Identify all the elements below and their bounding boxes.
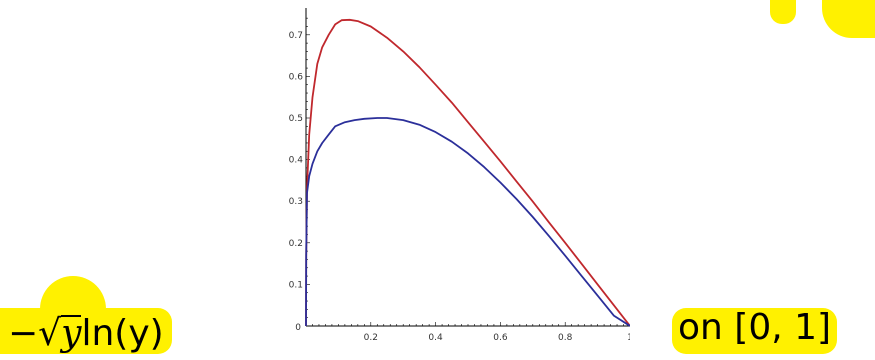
ticks: 0.2 0.4 0.6 0.8 1 0.1 0.2 0.3 0.4 0.5 0.6 0.7 0 (289, 17, 633, 343)
x-tick-label: 0.4 (428, 333, 443, 343)
y-tick-label: 0.6 (289, 72, 304, 82)
series-line-2 (305, 117, 631, 327)
y-tick-label: 0.7 (289, 31, 303, 41)
series-line-1 (305, 18, 631, 327)
formula-log: ln(y) (81, 313, 164, 354)
y-tick-label: 0.3 (289, 197, 303, 207)
y-tick-label: 0.1 (289, 280, 303, 290)
formula-label: −√yln(y) (0, 276, 172, 354)
plot-area: 0.2 0.4 0.6 0.8 1 0.1 0.2 0.3 0.4 0.5 0.6 0.7 0 (270, 0, 633, 356)
line-chart: 0.2 0.4 0.6 0.8 1 0.1 0.2 0.3 0.4 0.5 0.6 0.7 0 (289, 8, 633, 343)
formula-radicand: y (61, 313, 82, 354)
x-tick-label: 1 (627, 333, 630, 343)
formula-minus: − (8, 313, 39, 354)
highlight-fragment (822, 0, 875, 38)
x-tick-label: 0.8 (558, 333, 573, 343)
axes (305, 8, 630, 327)
y-tick-label: 0.4 (289, 156, 304, 166)
x-tick-label: 0.2 (364, 333, 378, 343)
origin-label: 0 (295, 323, 301, 333)
formula-sqrt-sign: √ (38, 313, 62, 354)
y-tick-label: 0.2 (289, 239, 303, 249)
series-group (305, 18, 631, 327)
highlight-fragment (40, 276, 106, 310)
highlight-fragment (770, 0, 796, 24)
interval-label: on [0, 1] (672, 308, 838, 354)
y-tick-label: 0.5 (289, 114, 303, 124)
x-tick-label: 0.6 (493, 333, 508, 343)
